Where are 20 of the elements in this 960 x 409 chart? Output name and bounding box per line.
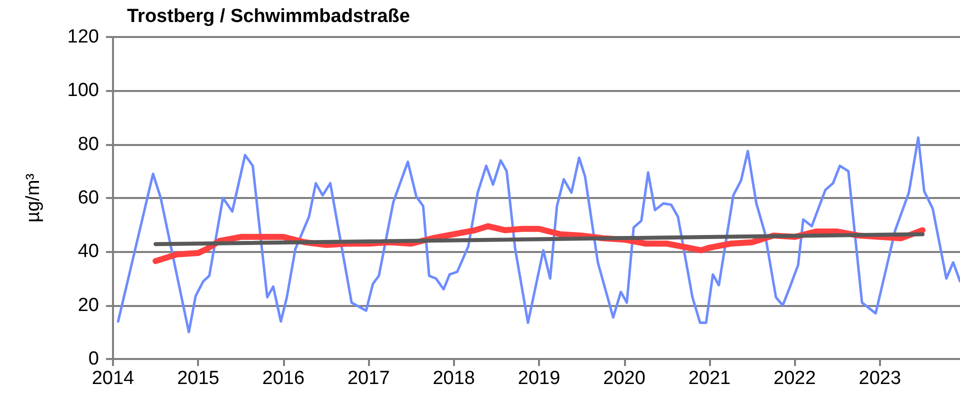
y-tick-label: 40	[78, 241, 99, 262]
chart-title: Trostberg / Schwimmbadstraße	[127, 6, 410, 27]
x-tick-label: 2016	[262, 368, 305, 389]
y-axis-title: µg/m³	[23, 174, 44, 222]
x-tick-label: 2018	[432, 368, 475, 389]
x-tick-label: 2017	[347, 368, 390, 389]
x-tick-label: 2020	[603, 368, 646, 389]
y-tick-label: 60	[78, 188, 99, 208]
x-tick-label: 2022	[774, 368, 816, 389]
y-tick-label: 20	[78, 294, 99, 316]
x-tick-label: 2014	[92, 368, 135, 389]
line-series	[116, 136, 960, 334]
x-tick-label: 2021	[688, 368, 731, 389]
y-tick-label: 120	[67, 26, 99, 48]
y-tick-label: 100	[67, 80, 99, 102]
y-tick-label: 80	[78, 134, 99, 155]
x-tick-label: 2015	[177, 368, 220, 389]
x-tick-label: 2019	[518, 368, 560, 389]
y-tick-label: 0	[88, 348, 99, 370]
x-tick-label: 2023	[858, 368, 902, 389]
